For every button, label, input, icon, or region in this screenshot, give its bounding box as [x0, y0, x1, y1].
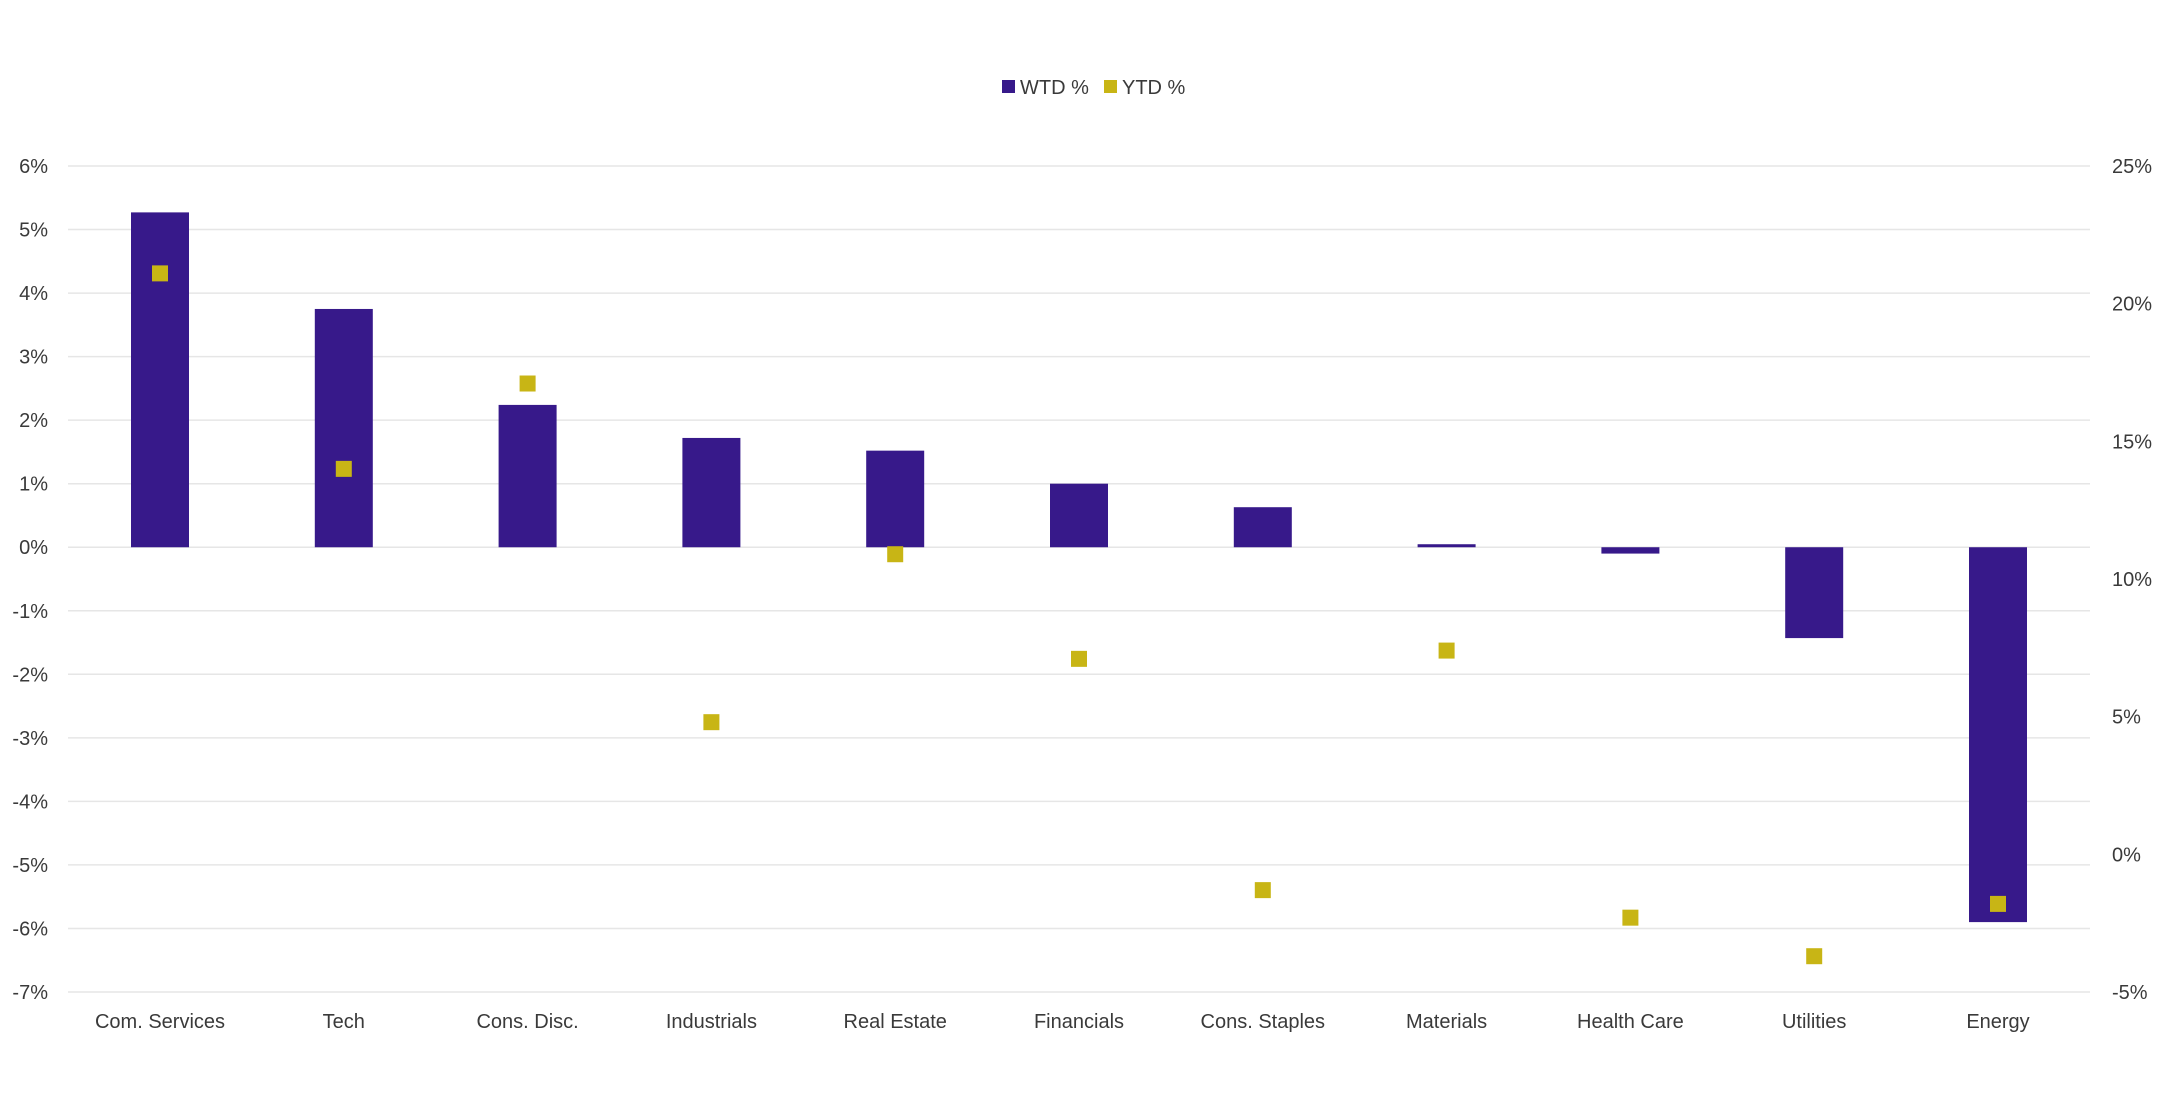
category-label: Health Care: [1577, 1011, 1684, 1033]
left-axis-tick-label: -3%: [12, 728, 48, 750]
ytd-marker: [1071, 650, 1087, 667]
right-axis-tick-label: 15%: [2112, 431, 2152, 453]
right-axis-tick-label: 0%: [2112, 844, 2141, 866]
legend-label-ytd: YTD %: [1122, 77, 1186, 99]
right-axis-tick-label: 10%: [2112, 569, 2152, 591]
gridlines: [68, 165, 2090, 993]
wtd-bar: [1417, 544, 1476, 548]
ytd-marker: [152, 265, 168, 282]
ytd-marker: [1806, 948, 1823, 965]
category-label: Financials: [1034, 1011, 1124, 1033]
ytd-marker: [1438, 642, 1455, 659]
right-axis-tick-label: 20%: [2112, 294, 2152, 316]
left-axis-tick-label: 1%: [19, 474, 48, 496]
ytd-marker: [335, 460, 352, 477]
ytd-marker: [1622, 909, 1639, 926]
left-axis-ticks: -7% -6% -5% -4% -3% -2% -1% 0% 1% 2% 3% 4% 5% 6%: [12, 156, 48, 1004]
left-axis-tick-label: 0%: [19, 537, 48, 559]
legend-swatch-ytd: [1104, 80, 1117, 93]
category-label: Cons. Disc.: [476, 1011, 578, 1033]
wtd-bar: [498, 404, 557, 548]
wtd-bar: [131, 212, 189, 548]
right-axis-tick-label: 25%: [2112, 156, 2152, 178]
wtd-bar: [682, 437, 741, 548]
category-label: Tech: [323, 1011, 365, 1033]
left-axis-tick-label: 6%: [19, 156, 48, 178]
ytd-marker: [519, 375, 536, 392]
left-axis-tick-label: -2%: [12, 664, 48, 686]
legend-label-wtd: WTD %: [1020, 77, 1089, 99]
wtd-bar: [1233, 507, 1292, 548]
left-axis-tick-label: -1%: [12, 601, 48, 623]
left-axis-tick-label: -7%: [12, 982, 48, 1004]
wtd-bar: [314, 308, 373, 548]
legend-swatch-wtd: [1002, 80, 1015, 93]
ytd-marker: [1990, 895, 2006, 912]
wtd-bar: [1785, 547, 1844, 639]
category-label: Com. Services: [95, 1011, 225, 1033]
left-axis-tick-label: 5%: [19, 220, 48, 242]
left-axis-tick-label: 4%: [19, 283, 48, 305]
category-label: Utilities: [1782, 1011, 1846, 1033]
right-axis-ticks: -5% 0% 5% 10% 15% 20% 25%: [2112, 156, 2152, 1004]
wtd-bar: [1050, 483, 1108, 548]
category-label: Materials: [1406, 1011, 1487, 1033]
category-label: Industrials: [666, 1011, 757, 1033]
left-axis-tick-label: -6%: [12, 918, 48, 940]
legend: WTD % YTD %: [1002, 77, 1186, 99]
ytd-marker: [887, 546, 904, 563]
left-axis-tick-label: 3%: [19, 347, 48, 369]
left-axis-tick-label: 2%: [19, 410, 48, 432]
category-labels: Com. Services Tech Cons. Disc. Industrials R…: [95, 1011, 2030, 1033]
ytd-marker: [1254, 882, 1271, 899]
left-axis-tick-label: -5%: [12, 855, 48, 877]
wtd-bar: [866, 450, 925, 548]
left-axis-tick-label: -4%: [12, 791, 48, 813]
category-label: Energy: [1966, 1011, 2029, 1033]
right-axis-tick-label: -5%: [2112, 982, 2148, 1004]
category-label: Real Estate: [844, 1011, 947, 1033]
ytd-markers: [152, 265, 2006, 965]
category-label: Cons. Staples: [1201, 1011, 1326, 1033]
ytd-marker: [703, 714, 720, 731]
wtd-bars: [131, 212, 2027, 923]
right-axis-tick-label: 5%: [2112, 707, 2141, 729]
wtd-bar: [1601, 547, 1660, 554]
wtd-bar: [1969, 547, 2027, 923]
